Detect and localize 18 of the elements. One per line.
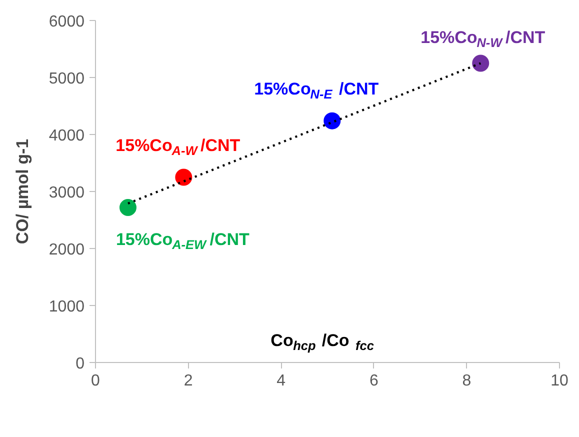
y-tick-label: 6000 [48, 14, 85, 30]
x-tick-label: 8 [462, 372, 472, 390]
y-tick-label: 5000 [48, 70, 85, 88]
y-axis-title: CO/ µmol g-1 [12, 138, 32, 244]
x-tick-label: 2 [184, 372, 193, 390]
y-tick-label: 1000 [48, 298, 85, 316]
point [119, 198, 136, 216]
y-tick-label: 2000 [48, 242, 85, 258]
y-tick-label: 3000 [48, 184, 85, 202]
x-tick-label: 4 [276, 372, 286, 390]
x-tick-label: 0 [91, 372, 100, 390]
y-tick-label: 4000 [48, 128, 85, 144]
point [324, 112, 341, 130]
point [175, 168, 192, 186]
x-tick-label: 6 [369, 372, 378, 390]
y-tick-label: 0 [76, 356, 85, 372]
x-tick-label: 10 [550, 372, 568, 390]
point [472, 54, 490, 72]
